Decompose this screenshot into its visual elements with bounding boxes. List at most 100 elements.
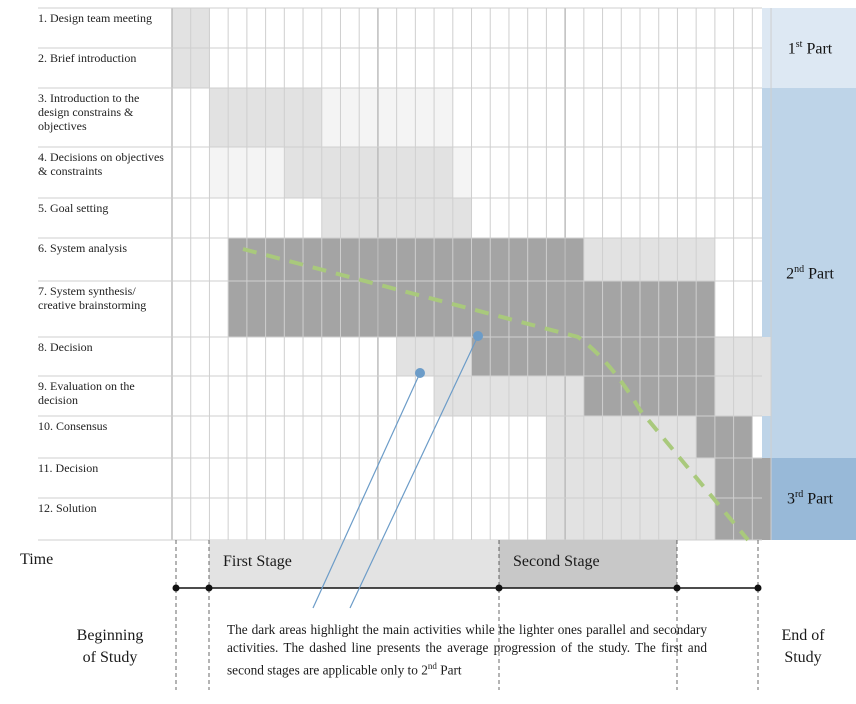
activity-cell: [508, 281, 528, 337]
activity-cell: [621, 376, 641, 416]
activity-cell: [246, 88, 266, 147]
timeline-marker: [754, 584, 762, 592]
activity-cell: [546, 458, 566, 498]
pointer-dot-1: [415, 368, 425, 378]
activity-cell: [490, 376, 510, 416]
activity-cell: [583, 376, 603, 416]
activity-cell: [284, 147, 304, 198]
note-sup: nd: [427, 661, 437, 671]
activity-cell: [714, 498, 734, 540]
activity-cell: [583, 281, 603, 337]
activity-cell: [527, 376, 547, 416]
activity-cell: [565, 416, 585, 458]
task-label-3: 3. Introduction to the design constrains…: [38, 91, 140, 133]
activity-cell: [640, 337, 659, 376]
task-label-9: 9. Evaluation on the decision: [38, 379, 135, 407]
beginning-of-study-label: Beginning of Study: [50, 625, 170, 669]
activity-cell: [434, 88, 453, 147]
activity-cell: [172, 8, 191, 48]
activity-cell: [696, 416, 716, 458]
progression-dashed-line: [242, 247, 750, 542]
activity-cell: [434, 337, 453, 376]
task-label-2: 2. Brief introduction: [38, 51, 137, 65]
activity-cell: [752, 337, 772, 376]
task-label-1: 1. Design team meeting: [38, 11, 152, 25]
activity-cell: [359, 198, 379, 238]
activity-cell: [228, 238, 248, 281]
activity-cell: [321, 281, 341, 337]
activity-cell: [340, 281, 360, 337]
activity-cell: [172, 48, 191, 88]
activity-cell: [228, 147, 248, 198]
activity-cell: [621, 337, 641, 376]
activity-cell: [583, 458, 603, 498]
activity-cell: [696, 498, 716, 540]
beginning-line-2: of Study: [82, 649, 138, 666]
activity-cell: [658, 416, 678, 458]
activity-cell: [471, 376, 491, 416]
activity-cell: [583, 238, 603, 281]
activity-cell: [321, 88, 341, 147]
activity-cell: [246, 238, 266, 281]
first-stage-label: First Stage: [223, 553, 292, 570]
parts-column: [762, 8, 856, 540]
activity-cell: [508, 337, 528, 376]
activity-cell: [565, 337, 585, 376]
activity-cell: [565, 238, 585, 281]
activity-cell: [640, 458, 659, 498]
activity-cell: [359, 281, 379, 337]
activity-cell: [490, 238, 510, 281]
activity-cell: [228, 88, 248, 147]
activity-cell: [209, 147, 229, 198]
end-line-2: Study: [784, 649, 822, 666]
end-of-study-label: End of Study: [760, 625, 846, 669]
part-2nd-band: [762, 88, 856, 458]
activity-cell: [452, 238, 472, 281]
task-label-10: 10. Consensus: [38, 419, 108, 433]
activity-cell: [415, 238, 435, 281]
end-line-1: End of: [781, 627, 825, 644]
task-label-7: 7. System synthesis/ creative brainstorm…: [38, 284, 147, 312]
timeline-marker: [205, 584, 213, 592]
task-label-11: 11. Decision: [38, 461, 99, 475]
activity-cell: [265, 238, 285, 281]
activity-cell: [621, 281, 641, 337]
activity-cell: [434, 238, 453, 281]
activity-cell: [303, 147, 322, 198]
activity-cell: [677, 376, 697, 416]
activity-cell: [733, 458, 753, 498]
note-tail: Part: [436, 662, 462, 678]
explanation-note: The dark areas highlight the main activi…: [227, 621, 707, 679]
activity-cell: [452, 147, 472, 198]
activity-cell: [340, 88, 360, 147]
activity-cell: [696, 238, 716, 281]
activity-cell: [265, 281, 285, 337]
pointer-line-1: [312, 372, 421, 609]
activity-cell: [303, 238, 322, 281]
activity-cell: [359, 238, 379, 281]
activity-cell: [565, 498, 585, 540]
activity-cell: [602, 498, 622, 540]
activity-cell: [696, 458, 716, 498]
activity-cell: [377, 238, 397, 281]
activity-cell: [696, 376, 716, 416]
part-1st-label: 1st Part: [787, 39, 833, 58]
activity-cell: [546, 498, 566, 540]
activity-cell: [508, 376, 528, 416]
activity-cell: [583, 498, 603, 540]
activity-cell: [752, 458, 772, 498]
activity-cell: [546, 238, 566, 281]
activity-cell: [602, 281, 622, 337]
activity-cell: [377, 281, 397, 337]
activity-cell: [658, 281, 678, 337]
activity-cell: [658, 376, 678, 416]
activity-cell: [359, 147, 379, 198]
activity-cell: [209, 88, 229, 147]
activity-cell: [621, 238, 641, 281]
activity-cell: [452, 376, 472, 416]
activity-cell: [452, 281, 472, 337]
activity-cell: [396, 238, 416, 281]
activity-cell: [452, 337, 472, 376]
activity-cell: [228, 281, 248, 337]
part-3rd-label: 3rd Part: [786, 489, 834, 508]
